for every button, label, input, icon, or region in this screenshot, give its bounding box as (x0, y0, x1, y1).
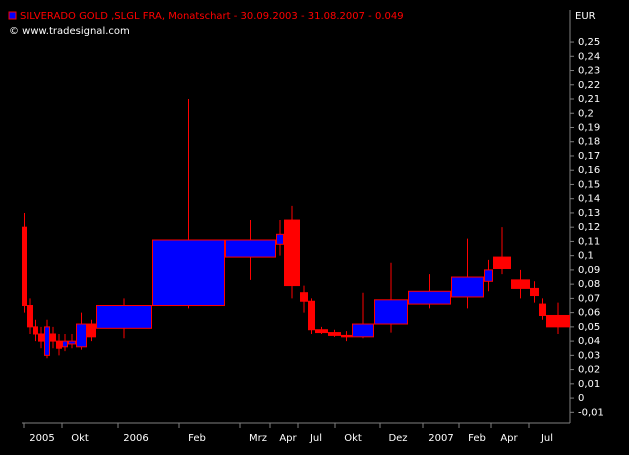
y-tick-label: 0,16 (578, 165, 600, 176)
x-tick-label: Jul (540, 433, 553, 444)
candle-body (22, 226, 27, 307)
candle-body (511, 279, 530, 289)
candle-body (225, 239, 276, 258)
y-tick-label: 0,01 (578, 379, 600, 390)
candle-body (539, 303, 546, 316)
y-tick-label: 0 (578, 393, 584, 404)
y-tick-label: 0,17 (578, 151, 600, 162)
x-tick-label: Feb (188, 433, 206, 444)
x-tick-label: Feb (468, 433, 486, 444)
x-tick-label: Mrz (249, 433, 267, 444)
y-tick-label: 0,02 (578, 365, 600, 376)
candle-body (276, 233, 284, 245)
y-tick-label: 0,22 (578, 80, 600, 91)
y-tick-label: 0,15 (578, 179, 600, 190)
candle-body (315, 329, 328, 334)
candle-body (493, 256, 511, 269)
y-tick-label: 0,09 (578, 265, 600, 276)
title-icon (8, 11, 17, 20)
y-tick-label: 0,05 (578, 322, 600, 333)
x-tick-label: 2006 (123, 433, 148, 444)
candle-body (484, 269, 493, 282)
y-tick-label: 0,24 (578, 51, 600, 62)
y-tick-label: 0,08 (578, 279, 600, 290)
x-tick-label: 2005 (29, 433, 54, 444)
candle-body (546, 314, 570, 328)
y-tick-label: 0,18 (578, 137, 600, 148)
y-tick-label: 0,13 (578, 208, 600, 219)
x-tick-label: Apr (279, 433, 297, 444)
y-tick-label: 0,11 (578, 236, 600, 247)
y-tick-label: 0,2 (578, 108, 594, 119)
candle-body (308, 300, 315, 331)
candle-body (38, 333, 44, 342)
candle-body (96, 305, 152, 329)
chart-title: SILVERADO GOLD ,SLGL FRA, Monatschart - … (20, 11, 404, 22)
y-tick-label: 0,03 (578, 350, 600, 361)
candle-body (300, 292, 308, 302)
x-tick-label: Apr (500, 433, 518, 444)
y-tick-label: 0,04 (578, 336, 600, 347)
y-tick-label: 0,21 (578, 94, 600, 105)
y-tick-label: 0,19 (578, 122, 600, 133)
candle-body (87, 323, 96, 338)
y-tick-label: 0,1 (578, 251, 594, 262)
candle-body (62, 340, 68, 348)
y-tick-label: -0,01 (578, 407, 604, 418)
candle-body (76, 323, 87, 348)
y-axis-label: EUR (575, 11, 596, 22)
y-tick-label: 0,25 (578, 37, 600, 48)
y-tick-label: 0,12 (578, 222, 600, 233)
candle-body (408, 290, 451, 305)
candle-body (328, 332, 341, 336)
source: © www.tradesignal.com (9, 26, 130, 37)
candle-body (68, 340, 76, 345)
candle-body (341, 334, 352, 338)
y-tick-label: 0,14 (578, 194, 600, 205)
candle-body (530, 287, 539, 297)
y-tick-label: 0,06 (578, 308, 600, 319)
x-tick-label: Okt (344, 433, 362, 444)
x-tick-label: 2007 (428, 433, 453, 444)
candle-body (33, 326, 38, 335)
candle-body (352, 323, 374, 338)
candle-body (284, 219, 300, 287)
candle-body (44, 326, 50, 356)
x-tick-label: Dez (388, 433, 407, 444)
candle-body (451, 276, 484, 298)
y-tick-label: 0,23 (578, 66, 600, 77)
x-tick-label: Jul (309, 433, 322, 444)
y-tick-label: 0,07 (578, 293, 600, 304)
candle-body (56, 340, 62, 349)
candle-body (27, 305, 33, 328)
candle-body (50, 333, 56, 342)
x-tick-label: Okt (71, 433, 89, 444)
candle-body (152, 239, 225, 307)
candle-body (374, 299, 408, 325)
